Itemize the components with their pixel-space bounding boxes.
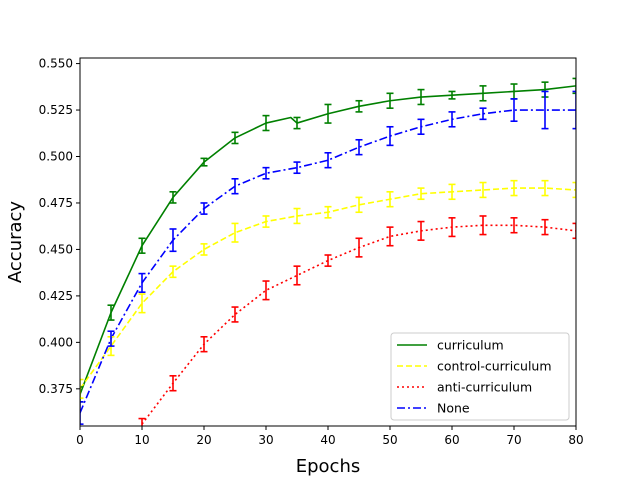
error-bar-curriculum <box>479 85 487 102</box>
y-tick-label: 0.400 <box>39 335 73 349</box>
y-axis: 0.375 0.400 0.425 0.450 0.475 0.500 0.525 0.550 <box>39 57 80 396</box>
error-bar-none <box>80 401 84 425</box>
error-bar-none <box>107 330 115 347</box>
error-bar-control-curriculum <box>417 187 425 201</box>
error-bar-none <box>262 166 270 180</box>
error-bar-curriculum <box>386 92 394 109</box>
legend-label-anti-curriculum: anti-curriculum <box>437 380 532 395</box>
x-axis-title: Epochs <box>296 456 361 477</box>
series-line-curriculum <box>80 85 576 395</box>
error-bar-curriculum <box>200 157 208 167</box>
x-axis: 0 10 20 30 40 50 60 70 80 <box>76 426 584 447</box>
error-bar-curriculum <box>262 114 270 132</box>
error-bar-curriculum <box>231 131 239 145</box>
y-tick-label: 0.525 <box>39 103 73 117</box>
x-tick-label: 60 <box>444 433 459 447</box>
error-bar-control-curriculum <box>510 179 518 197</box>
error-bar-anti-curriculum <box>138 417 146 426</box>
error-bar-none <box>293 161 301 175</box>
error-bar-control-curriculum <box>293 207 301 225</box>
error-bar-curriculum <box>448 90 456 100</box>
error-bar-control-curriculum <box>231 222 239 243</box>
error-bar-anti-curriculum <box>231 306 239 323</box>
x-tick-label: 0 <box>76 433 84 447</box>
error-bar-none <box>448 111 456 128</box>
error-bar-anti-curriculum <box>417 220 425 241</box>
y-tick-label: 0.475 <box>39 196 73 210</box>
y-tick-label: 0.500 <box>39 150 73 164</box>
y-tick-label: 0.375 <box>39 382 73 396</box>
errorbar-layer <box>80 77 576 426</box>
error-bar-anti-curriculum <box>448 217 456 238</box>
error-bar-curriculum <box>138 237 146 254</box>
error-bar-control-curriculum <box>355 196 363 214</box>
error-bar-anti-curriculum <box>262 280 270 301</box>
error-bar-anti-curriculum <box>293 265 301 286</box>
error-bar-curriculum <box>293 116 301 130</box>
error-bar-control-curriculum <box>169 265 177 279</box>
error-bar-anti-curriculum <box>169 375 177 392</box>
y-tick-label: 0.550 <box>39 57 73 71</box>
error-bar-control-curriculum <box>572 181 576 199</box>
error-bar-none <box>479 107 487 121</box>
error-bar-none <box>324 151 332 169</box>
error-bar-control-curriculum <box>80 378 84 399</box>
error-bar-none <box>386 125 394 147</box>
error-bar-none <box>541 90 549 130</box>
y-tick-label: 0.450 <box>39 242 73 256</box>
legend-box <box>390 332 570 421</box>
error-bar-none <box>231 178 239 195</box>
error-bar-none <box>572 90 576 130</box>
error-bar-control-curriculum <box>541 179 549 197</box>
error-bar-none <box>417 118 425 136</box>
error-bar-none <box>138 272 146 293</box>
error-bar-anti-curriculum <box>324 254 332 267</box>
error-bar-control-curriculum <box>479 181 487 199</box>
error-bar-none <box>200 202 208 215</box>
error-bar-curriculum <box>107 304 115 321</box>
legend: curriculum control-curriculum anti-curricu… <box>390 332 570 421</box>
error-bar-curriculum <box>355 99 363 113</box>
error-bar-none <box>510 98 518 122</box>
error-bar-control-curriculum <box>138 293 146 314</box>
error-bar-curriculum <box>417 88 425 106</box>
error-bar-anti-curriculum <box>541 218 549 236</box>
error-bar-none <box>355 138 363 156</box>
x-tick-label: 50 <box>382 433 397 447</box>
error-bar-anti-curriculum <box>510 217 518 234</box>
legend-label-control-curriculum: control-curriculum <box>437 359 552 374</box>
error-bar-control-curriculum <box>262 215 270 228</box>
error-bar-control-curriculum <box>448 183 456 201</box>
x-tick-label: 40 <box>320 433 335 447</box>
error-bar-control-curriculum <box>324 205 332 219</box>
series-line-none <box>80 109 576 414</box>
y-tick-label: 0.425 <box>39 289 73 303</box>
x-tick-label: 20 <box>196 433 211 447</box>
error-bar-anti-curriculum <box>572 222 576 240</box>
error-bar-curriculum <box>169 191 177 204</box>
error-bar-anti-curriculum <box>386 226 394 247</box>
error-bar-control-curriculum <box>386 191 394 208</box>
error-bar-curriculum <box>324 103 332 124</box>
x-tick-label: 70 <box>506 433 521 447</box>
error-bar-curriculum <box>572 77 576 95</box>
legend-label-none: None <box>437 401 470 416</box>
x-tick-label: 10 <box>134 433 149 447</box>
x-tick-label: 80 <box>568 433 583 447</box>
error-bar-anti-curriculum <box>200 335 208 353</box>
error-bar-none <box>169 228 177 253</box>
y-axis-title: Accuracy <box>5 201 26 284</box>
x-tick-label: 30 <box>258 433 273 447</box>
error-bar-anti-curriculum <box>355 237 363 258</box>
error-bar-anti-curriculum <box>479 215 487 236</box>
legend-label-curriculum: curriculum <box>437 338 504 353</box>
error-bar-control-curriculum <box>200 243 208 256</box>
